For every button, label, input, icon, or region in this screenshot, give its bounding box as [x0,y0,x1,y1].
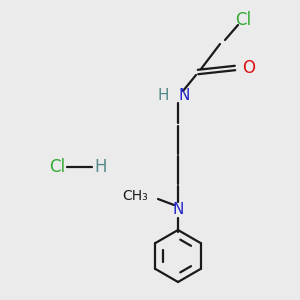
Text: Cl: Cl [235,11,251,29]
Text: N: N [179,88,190,103]
Text: O: O [242,59,256,77]
Text: H: H [158,88,169,103]
Text: N: N [172,202,184,217]
Text: Cl: Cl [49,158,65,176]
Text: H: H [95,158,107,176]
Text: CH₃: CH₃ [122,189,148,203]
